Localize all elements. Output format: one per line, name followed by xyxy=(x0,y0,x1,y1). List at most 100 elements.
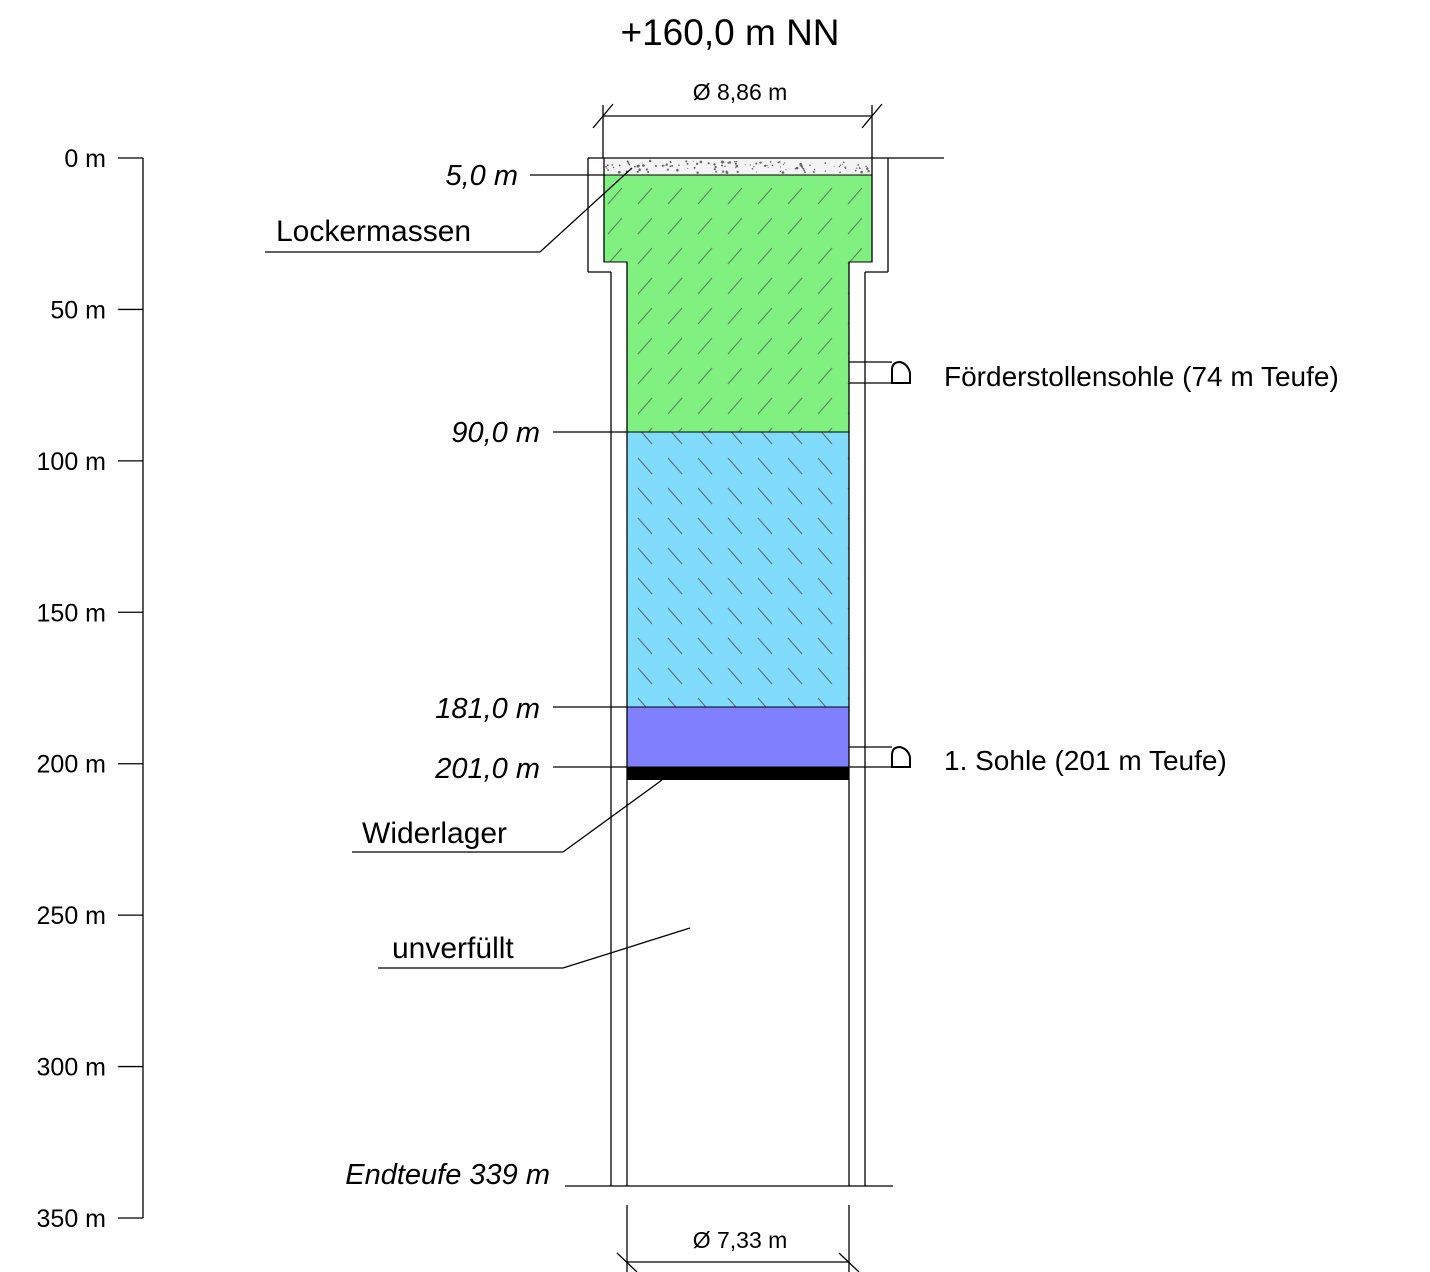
lockermassen-texture xyxy=(605,159,870,174)
texture-dot xyxy=(777,161,779,164)
texture-dot xyxy=(767,166,769,169)
texture-dot xyxy=(628,162,630,165)
gallery-profile-icon xyxy=(891,360,911,384)
depth-axis-label: 350 m xyxy=(37,1205,106,1233)
top-diameter-label: Ø 8,86 m xyxy=(693,79,788,105)
texture-dot xyxy=(685,160,688,163)
texture-dot xyxy=(744,164,746,166)
texture-dot xyxy=(842,161,845,164)
texture-dot xyxy=(809,164,811,167)
texture-dot xyxy=(606,164,609,167)
texture-dot xyxy=(721,164,723,167)
texture-dot xyxy=(670,161,672,164)
texture-dot xyxy=(707,162,710,165)
texture-dot xyxy=(666,169,669,171)
texture-dot xyxy=(647,170,650,174)
texture-dot xyxy=(794,167,797,170)
texture-dot xyxy=(676,168,679,172)
texture-dot xyxy=(607,169,610,172)
texture-dot xyxy=(824,162,827,164)
texture-dot xyxy=(860,170,863,174)
texture-dot xyxy=(648,159,652,163)
texture-dot xyxy=(779,170,782,173)
green-fill-layer xyxy=(603,174,873,433)
texture-dot xyxy=(686,162,689,165)
texture-dot xyxy=(665,163,669,166)
texture-dot xyxy=(734,162,737,165)
texture-dot xyxy=(795,166,799,170)
texture-dot xyxy=(642,164,645,167)
depth-axis-label: 300 m xyxy=(37,1054,106,1082)
texture-dot xyxy=(842,163,844,165)
texture-dot xyxy=(611,164,614,166)
texture-dot xyxy=(736,170,739,174)
depth-label-endteufe: Endteufe 339 m xyxy=(345,1159,550,1191)
texture-dot xyxy=(669,165,672,168)
texture-dot xyxy=(636,170,639,173)
texture-dot xyxy=(678,164,680,166)
texture-dot xyxy=(606,167,608,169)
texture-dot xyxy=(724,161,726,163)
first-level-label: 1. Sohle (201 m Teufe) xyxy=(944,745,1227,776)
texture-dot xyxy=(771,164,774,167)
texture-dot xyxy=(784,162,786,164)
texture-dot xyxy=(728,161,732,164)
texture-dot xyxy=(839,164,842,166)
texture-dot xyxy=(671,164,674,167)
texture-dot xyxy=(751,167,754,170)
depth-axis-label: 0 m xyxy=(64,145,106,173)
texture-dot xyxy=(692,160,694,162)
unverfuellt-callout: unverfüllt xyxy=(378,927,691,969)
texture-dot xyxy=(802,167,805,170)
texture-dot xyxy=(695,162,699,165)
texture-dot xyxy=(866,168,869,170)
texture-dot xyxy=(645,168,648,171)
widerlager-label: Widerlager xyxy=(362,817,507,850)
texture-dot xyxy=(735,165,739,168)
texture-dot xyxy=(749,164,752,166)
texture-dot xyxy=(755,171,758,173)
texture-dot xyxy=(720,160,724,164)
texture-dot xyxy=(637,164,640,167)
texture-dot xyxy=(858,166,860,168)
texture-dot xyxy=(813,168,816,171)
texture-dot xyxy=(699,160,703,164)
texture-dot xyxy=(867,170,870,173)
depth-label-181: 181,0 m xyxy=(435,693,540,725)
texture-dot xyxy=(713,163,716,166)
texture-dot xyxy=(617,170,621,174)
texture-dot xyxy=(801,166,804,169)
widerlager-block xyxy=(627,767,849,780)
texture-dot xyxy=(612,166,615,169)
texture-dot xyxy=(854,169,857,172)
depth-label-5: 5,0 m xyxy=(445,160,518,192)
texture-dot xyxy=(715,170,718,173)
texture-dot xyxy=(696,171,699,174)
texture-dot xyxy=(855,167,858,169)
texture-dot xyxy=(759,161,762,164)
texture-dot xyxy=(824,170,826,172)
texture-dot xyxy=(766,165,768,167)
texture-dot xyxy=(764,164,767,167)
texture-dot xyxy=(833,165,835,167)
shaft-walls xyxy=(587,158,889,1186)
texture-dot xyxy=(785,168,787,171)
depth-axis-label: 100 m xyxy=(37,448,106,476)
blue-fill-layer xyxy=(626,431,850,708)
elevation-title: +160,0 m NN xyxy=(620,12,839,53)
texture-dot xyxy=(654,165,657,167)
foerderstollensohle-level: Förderstollensohle (74 m Teufe) xyxy=(849,360,1339,392)
depth-axis-label: 250 m xyxy=(37,902,106,930)
texture-dot xyxy=(838,165,841,168)
texture-dot xyxy=(633,165,636,168)
first-level: 1. Sohle (201 m Teufe) xyxy=(849,745,1227,776)
texture-dot xyxy=(844,167,847,170)
texture-dot xyxy=(724,165,726,168)
depth-axis-label: 50 m xyxy=(50,296,106,324)
texture-dot xyxy=(755,162,758,165)
texture-dot xyxy=(693,166,696,169)
texture-dot xyxy=(781,171,785,174)
texture-dot xyxy=(687,167,689,169)
texture-dot xyxy=(605,165,607,168)
